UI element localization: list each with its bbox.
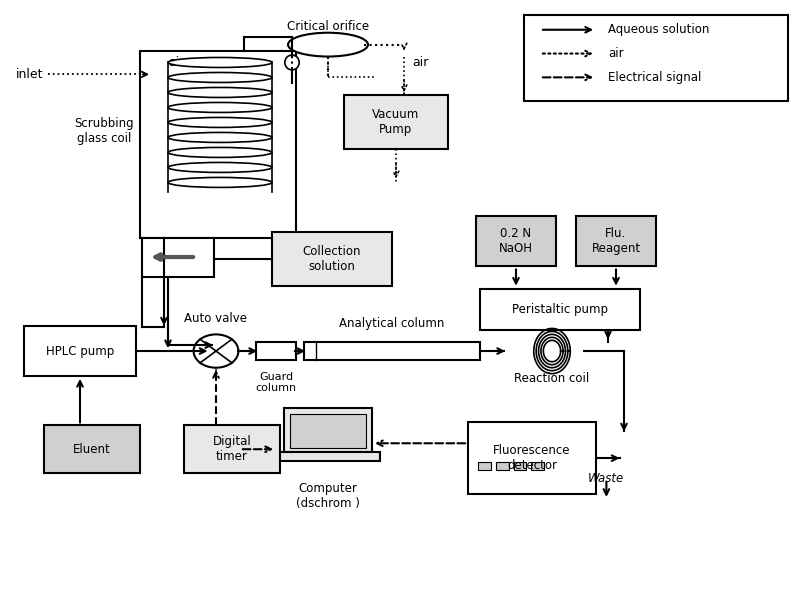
Bar (496, 462, 509, 470)
Text: Electrical signal: Electrical signal (608, 71, 702, 84)
Bar (531, 462, 544, 470)
Text: Vacuum
Pump: Vacuum Pump (372, 108, 420, 136)
Bar (284, 408, 372, 452)
Text: Guard
column: Guard column (255, 372, 297, 393)
Ellipse shape (285, 55, 299, 70)
Bar (256, 342, 296, 360)
Ellipse shape (168, 58, 272, 67)
Ellipse shape (168, 177, 272, 187)
Text: Scrubbing
glass coil: Scrubbing glass coil (74, 117, 134, 145)
Text: air: air (608, 47, 624, 60)
Text: Computer
(dschrom ): Computer (dschrom ) (296, 482, 360, 510)
Ellipse shape (168, 148, 272, 158)
Text: Collection
solution: Collection solution (302, 245, 362, 273)
Text: Eluent: Eluent (73, 443, 111, 456)
Bar (276, 452, 380, 461)
Text: Digital
timer: Digital timer (213, 435, 251, 464)
Text: Waste: Waste (588, 472, 625, 486)
Text: Reaction coil: Reaction coil (514, 372, 590, 385)
Bar (142, 238, 214, 277)
Bar (290, 414, 366, 448)
Text: Analytical column: Analytical column (339, 317, 445, 330)
Ellipse shape (168, 117, 272, 127)
FancyBboxPatch shape (24, 326, 136, 377)
Ellipse shape (288, 33, 368, 57)
FancyBboxPatch shape (344, 95, 448, 149)
Text: air: air (168, 56, 184, 69)
Bar (304, 342, 480, 360)
Bar (524, 15, 788, 101)
FancyBboxPatch shape (576, 216, 656, 267)
Bar (514, 462, 526, 470)
FancyBboxPatch shape (476, 216, 556, 267)
Text: air: air (412, 56, 428, 69)
Bar (140, 51, 296, 238)
FancyBboxPatch shape (468, 422, 596, 494)
Text: HPLC pump: HPLC pump (46, 345, 114, 358)
Text: 0.2 N
NaOH: 0.2 N NaOH (499, 227, 533, 255)
Circle shape (194, 334, 238, 368)
Ellipse shape (168, 133, 272, 142)
Ellipse shape (168, 162, 272, 173)
Bar (478, 462, 491, 470)
FancyBboxPatch shape (44, 425, 140, 473)
Ellipse shape (168, 87, 272, 98)
Text: Critical orifice: Critical orifice (287, 20, 369, 33)
Text: Peristaltic pump: Peristaltic pump (512, 303, 608, 316)
FancyBboxPatch shape (272, 232, 392, 286)
Ellipse shape (168, 102, 272, 112)
FancyBboxPatch shape (480, 289, 640, 330)
Ellipse shape (168, 73, 272, 83)
Text: Flu.
Reagent: Flu. Reagent (591, 227, 641, 255)
Text: Aqueous solution: Aqueous solution (608, 23, 710, 36)
Text: Auto valve: Auto valve (185, 312, 247, 325)
FancyBboxPatch shape (184, 425, 280, 473)
Text: Fluorescence
detector: Fluorescence detector (494, 444, 570, 472)
Text: inlet: inlet (16, 68, 43, 81)
